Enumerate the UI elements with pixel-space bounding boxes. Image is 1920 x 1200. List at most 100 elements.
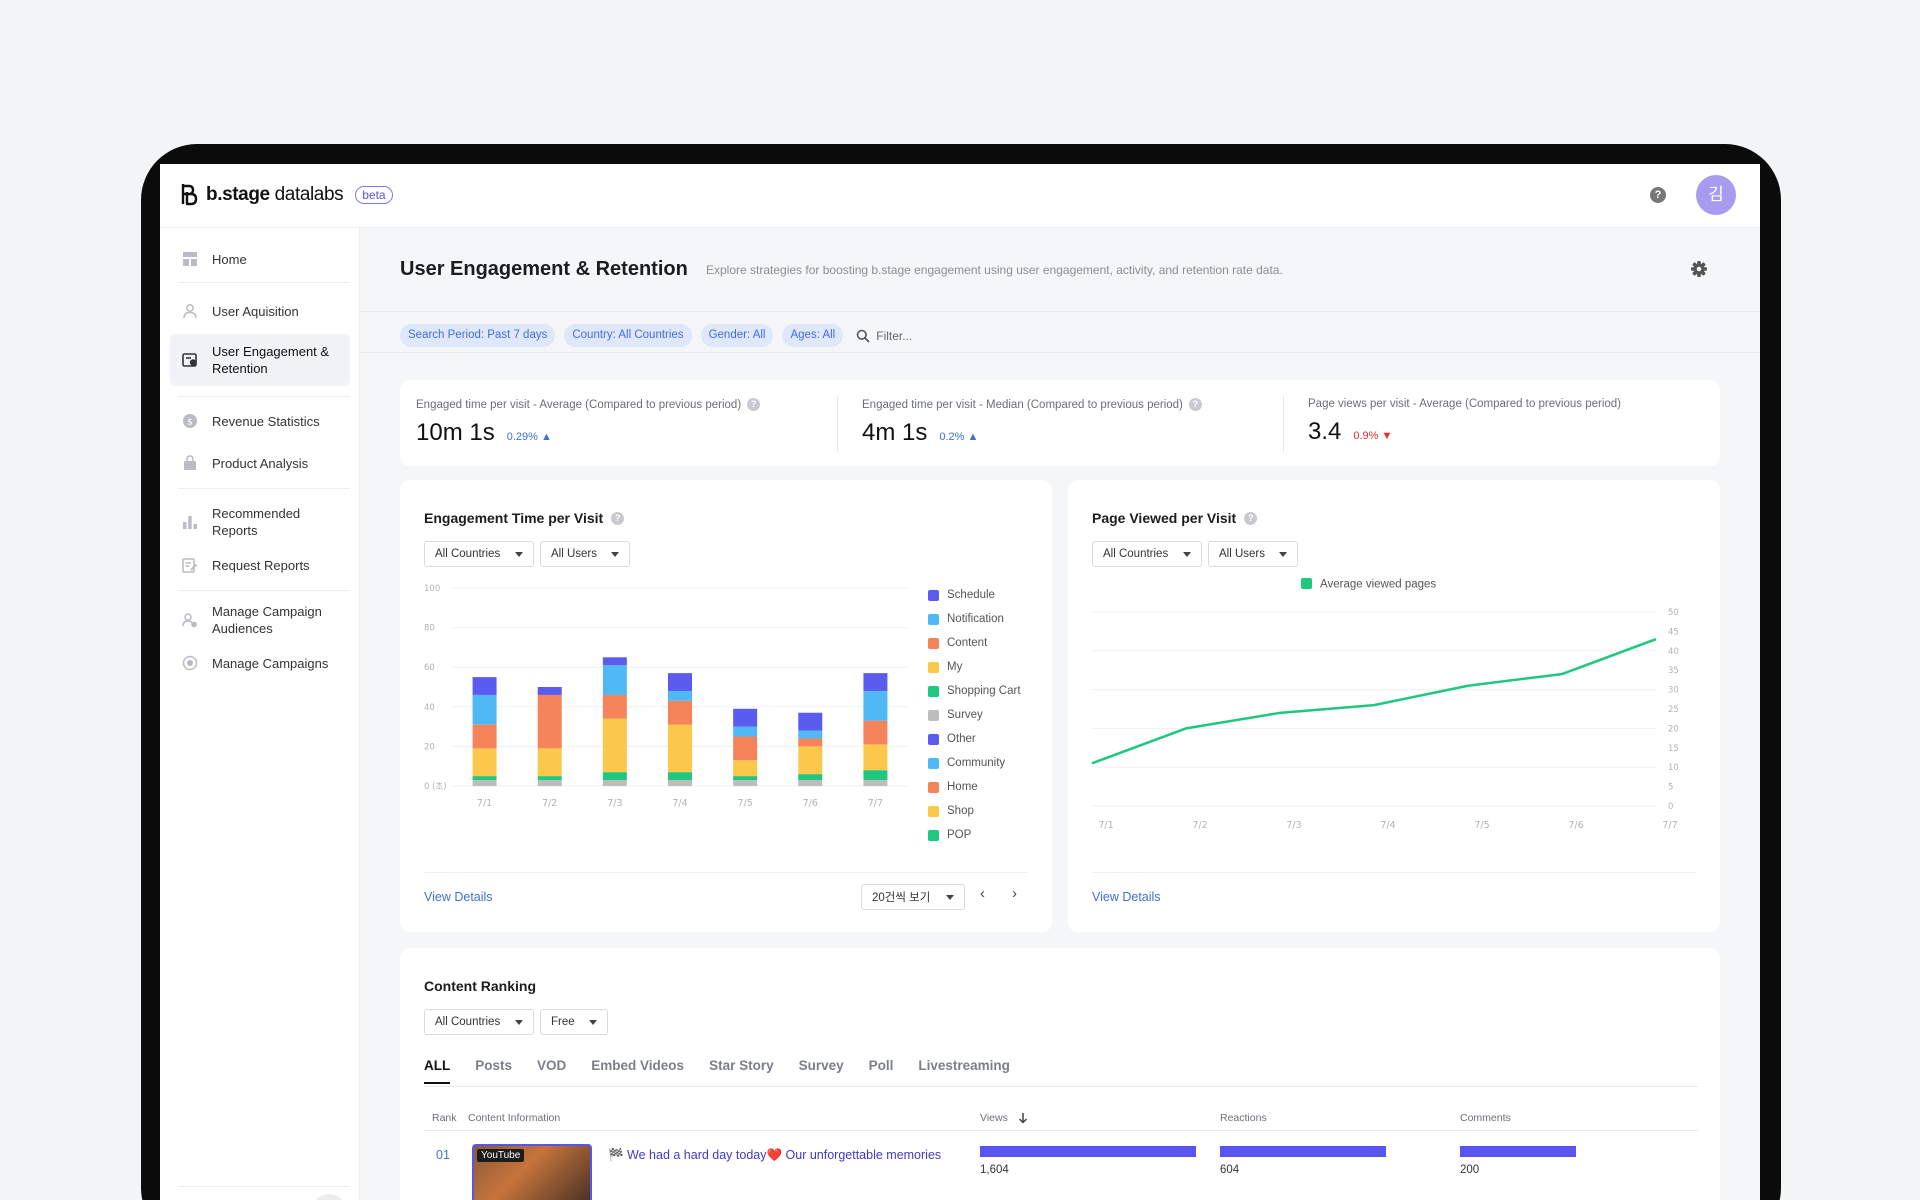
legend-item[interactable]: Survey [928,703,1021,727]
y-tick-label: 45 [1668,627,1679,637]
bar-segment [668,700,692,725]
svg-text:$: $ [187,418,193,428]
prev-page-button[interactable]: ‹ [980,885,985,902]
sidebar-item-manage-campaigns[interactable]: Manage Campaigns [170,652,350,674]
sidebar-item-manage-campaign-audiences[interactable]: Manage Campaign Audiences [170,602,350,638]
tab-all[interactable]: ALL [424,1058,451,1084]
legend-swatch [928,685,939,697]
bag-icon [184,455,196,470]
tab-livestreaming[interactable]: Livestreaming [918,1058,1010,1073]
legend-item[interactable]: POP [928,823,1021,847]
kpi-value: 10m 1s [416,419,495,446]
sidebar-item-request-reports[interactable]: Request Reports [170,554,350,576]
bar-segment [668,780,692,786]
plan-select[interactable]: Free [540,1009,608,1035]
help-icon[interactable]: ? [1244,511,1258,525]
bar-segment [863,770,888,781]
view-details-link[interactable]: View Details [1092,890,1161,904]
y-tick-label: 25 [1668,705,1679,715]
help-icon[interactable]: ? [747,398,761,411]
filter-search[interactable]: Filter... [856,329,912,343]
bar-segment [733,760,758,777]
engagement-stacked-bar-chart: 0 (초) 20 40 60 80 100 7/1 7/2 7/3 7/4 7/5 7/6 7/7 [424,584,908,809]
tab-star-story[interactable]: Star Story [709,1058,774,1073]
tab-survey[interactable]: Survey [798,1058,844,1073]
bar-segment [602,694,627,719]
x-tick-label: 7/2 [542,798,557,809]
tab-vod[interactable]: VOD [537,1058,567,1073]
select-value: All Users [551,548,598,560]
next-page-button[interactable]: › [1012,885,1017,902]
help-icon[interactable]: ? [1188,398,1202,411]
country-select[interactable]: All Countries [424,541,534,567]
y-tick-label: 20 [1668,724,1679,734]
legend-item[interactable]: Shop [928,799,1021,823]
dollar-icon: $ [183,414,197,428]
filter-chip-gender[interactable]: Gender: All [700,324,774,347]
legend-item[interactable]: Shopping Cart [928,679,1021,703]
filter-chip-country[interactable]: Country: All Countries [564,324,692,347]
sidebar-item-user-aquisition[interactable]: User Aquisition [170,300,350,322]
select-value: All Users [1219,548,1266,560]
filter-chip-period[interactable]: Search Period: Past 7 days [400,324,556,347]
y-tick-label: 80 [424,624,435,634]
users-select[interactable]: All Users [540,541,630,567]
help-icon[interactable]: ? [611,511,625,525]
x-tick-label: 7/3 [607,798,622,809]
legend-swatch [928,781,939,793]
avatar[interactable]: 김 [1696,175,1736,215]
bar-segment [537,687,562,695]
tab-poll[interactable]: Poll [868,1058,894,1073]
sidebar-item-label: Revenue Statistics [212,413,320,429]
kpi-value: 4m 1s [862,419,928,446]
bar-segment [472,694,497,725]
kpi-label: Engaged time per visit - Average (Compar… [416,398,836,411]
comments-bar [1460,1146,1576,1157]
legend-label: POP [947,829,972,841]
x-tick-label: 7/6 [803,798,818,809]
page-size-select[interactable]: 20건씩 보기 [861,884,965,910]
view-details-link[interactable]: View Details [424,890,493,904]
x-tick-label: 7/7 [1662,820,1677,831]
country-select[interactable]: All Countries [1092,541,1202,567]
kpi-avg-engaged-time: Engaged time per visit - Average (Compar… [416,398,836,447]
sidebar-item-home[interactable]: Home [170,248,350,270]
legend-item[interactable]: My [928,655,1021,679]
legend-swatch [928,733,939,745]
users-select[interactable]: All Users [1208,541,1298,567]
bar-segment [602,772,627,781]
sidebar-item-recommended-reports[interactable]: Recommended Reports [170,504,350,540]
tab-embed-videos[interactable]: Embed Videos [591,1058,685,1073]
legend-item[interactable]: Other [928,727,1021,751]
views-value: 1,604 [980,1164,1009,1176]
gear-icon[interactable] [1690,260,1708,278]
sidebar-divider [178,488,350,489]
logo[interactable]: b.stage datalabs beta [180,182,393,208]
collapse-sidebar-button[interactable]: ‹ [311,1194,347,1200]
reactions-bar [1220,1146,1386,1157]
sidebar-item-product-analysis[interactable]: Product Analysis [170,452,350,474]
column-header-content-info: Content Information [468,1112,561,1124]
legend-item[interactable]: Home [928,775,1021,799]
legend-item[interactable]: Content [928,631,1021,655]
kpi-delta-text: 0.9% [1353,430,1379,442]
kpi-label-text: Engaged time per visit - Average (Compar… [416,398,742,411]
sidebar-item-user-engagement[interactable]: User Engagement & Retention [170,334,350,386]
help-icon[interactable]: ? [1650,187,1666,203]
country-select[interactable]: All Countries [424,1009,534,1035]
tab-posts[interactable]: Posts [475,1058,513,1073]
legend-item[interactable]: Schedule [928,583,1021,607]
content-thumbnail[interactable]: YouTube [472,1144,592,1200]
y-tick-label: 40 [424,703,435,713]
card-divider [1092,872,1696,873]
column-header-views[interactable]: Views [980,1112,1028,1124]
content-title-link[interactable]: 🏁 We had a hard day today❤️ Our unforget… [608,1148,942,1162]
x-tick-label: 7/5 [1474,820,1489,831]
comments-value: 200 [1460,1164,1480,1176]
bar-segment [472,677,497,695]
legend-item[interactable]: Notification [928,607,1021,631]
sidebar-item-revenue-statistics[interactable]: $ Revenue Statistics [170,410,350,432]
filter-chip-ages[interactable]: Ages: All [782,324,844,347]
legend-swatch [1301,578,1312,589]
legend-item[interactable]: Community [928,751,1021,775]
